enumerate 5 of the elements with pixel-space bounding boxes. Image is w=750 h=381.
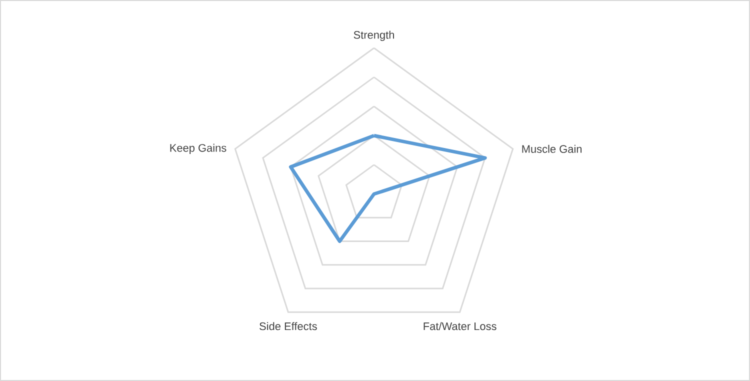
- spoke-label: Side Effects: [260, 322, 317, 330]
- spoke-label: Fat/Water Loss: [424, 322, 496, 330]
- spoke-label: Muscle Gain: [522, 144, 582, 153]
- spoke-label: Strength: [354, 30, 394, 41]
- spoke-label: Keep Gains: [170, 144, 226, 154]
